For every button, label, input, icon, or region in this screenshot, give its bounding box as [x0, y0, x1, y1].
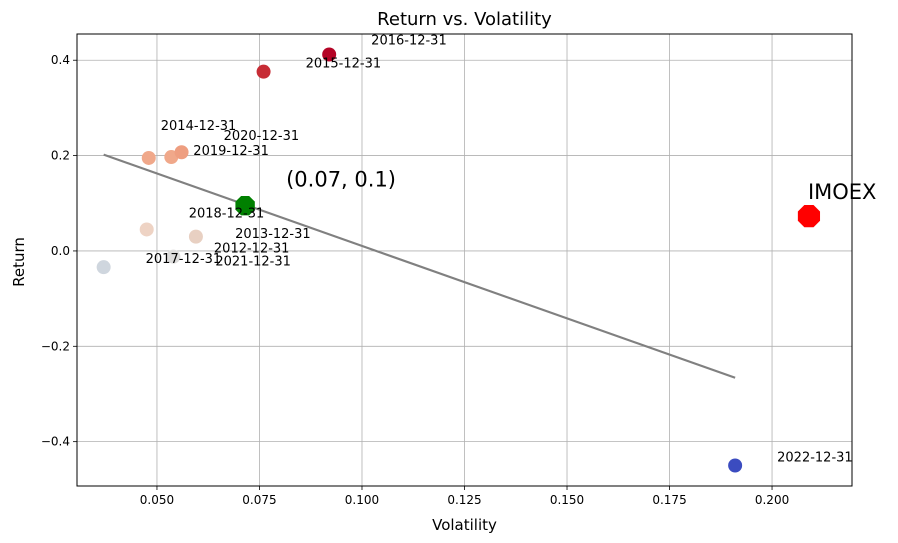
highlight-label: (0.07, 0.1): [286, 168, 396, 192]
y-tick-label: 0.0: [51, 244, 70, 258]
point-label: 2021-12-31: [215, 255, 291, 270]
point-label: 2019-12-31: [193, 144, 269, 159]
chart-title: Return vs. Volatility: [377, 9, 552, 30]
point-label: 2014-12-31: [161, 119, 237, 134]
point-label: 2018-12-31: [189, 206, 265, 221]
point-label: 2022-12-31: [777, 450, 853, 465]
x-tick-label: 0.125: [447, 493, 481, 507]
point-label: 2016-12-31: [371, 34, 447, 49]
data-point: [166, 249, 181, 264]
highlight-point: [235, 195, 255, 216]
x-tick-label: 0.075: [242, 493, 276, 507]
data-point: [188, 229, 203, 244]
data-points: [96, 47, 821, 473]
plot-frame: [76, 33, 853, 487]
x-tick-label: 0.175: [652, 493, 686, 507]
data-point: [728, 458, 743, 473]
point-label: 2020-12-31: [224, 129, 300, 144]
benchmark-point: [797, 205, 821, 228]
data-point: [96, 260, 111, 275]
y-tick-label: 0.4: [51, 53, 70, 67]
data-point: [256, 64, 271, 79]
data-point: [322, 47, 337, 62]
benchmark-label: IMOEX: [808, 180, 877, 204]
x-tick-label: 0.200: [755, 493, 789, 507]
x-tick-label: 0.100: [345, 493, 379, 507]
x-axis-label: Volatility: [432, 516, 497, 534]
grid-lines: [77, 34, 852, 486]
y-axis-label: Return: [10, 237, 28, 287]
y-tick-label: −0.2: [41, 339, 70, 353]
point-label: 2013-12-31: [235, 227, 311, 242]
point-label: 2017-12-31: [146, 252, 222, 267]
trendline-layer: [103, 153, 736, 379]
point-label: 2015-12-31: [306, 57, 382, 72]
trendline: [103, 153, 736, 379]
x-tick-label: 0.050: [140, 493, 174, 507]
x-tick-label: 0.150: [550, 493, 584, 507]
data-point: [174, 145, 189, 160]
point-label: 2012-12-31: [214, 242, 290, 257]
data-point: [139, 222, 154, 237]
y-tick-label: 0.2: [51, 149, 70, 163]
y-tick-label: −0.4: [41, 435, 70, 449]
axes: 0.050 0.075 0.100 0.125 0.150 0.175 0.200 −0.4 −…: [41, 33, 853, 507]
data-point: [141, 150, 156, 165]
